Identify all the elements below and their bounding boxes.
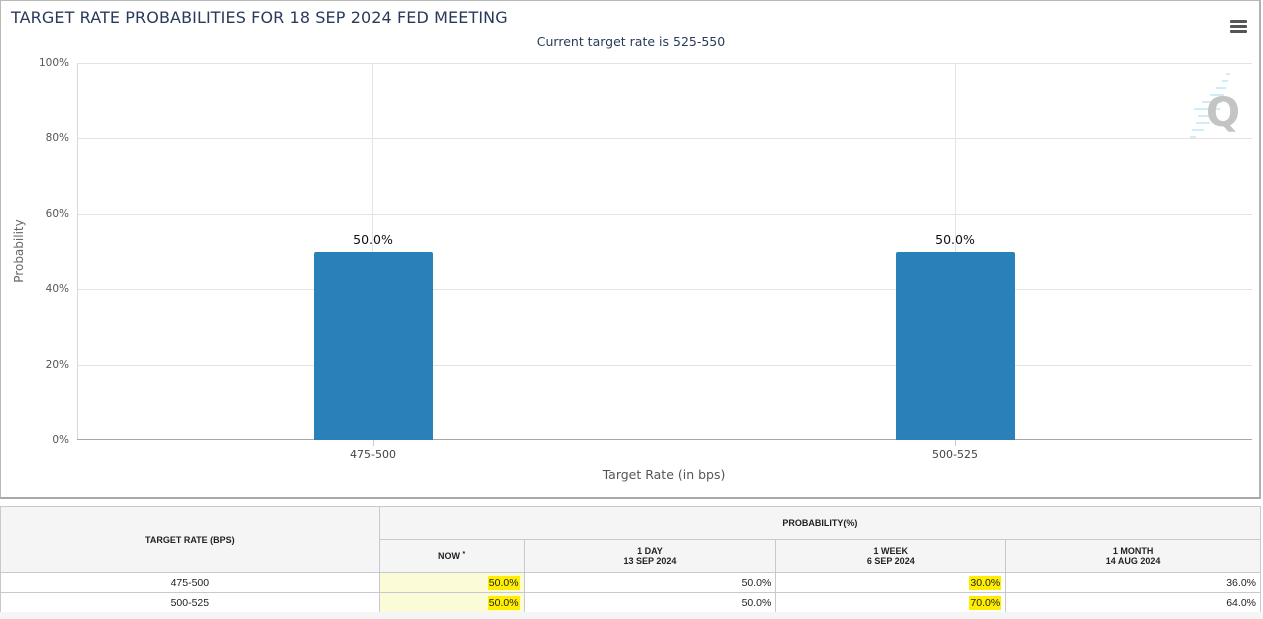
y-axis-line (77, 63, 78, 440)
now-cell: 50.0% (378, 572, 525, 593)
col-header-1-day: 1 DAY 13 SEP 2024 (523, 539, 777, 573)
day-cell: 50.0% (523, 592, 777, 613)
table-row: 500-525 50.0% 50.0% 70.0% 64.0% (0, 592, 1261, 613)
bar-value-label: 50.0% (353, 232, 393, 247)
svg-text:Q: Q (1206, 90, 1240, 136)
table-footer (0, 612, 1263, 619)
gridline (77, 214, 1252, 215)
y-tick-20: 20% (45, 359, 69, 371)
rate-cell: 475-500 (0, 572, 380, 593)
col-header-1-week: 1 WEEK 6 SEP 2024 (775, 539, 1007, 573)
x-axis-label: Target Rate (in bps) (602, 467, 726, 482)
bar-500-525[interactable] (896, 252, 1015, 440)
month-cell: 64.0% (1005, 592, 1261, 613)
plot-area: 50.0% 50.0% (77, 63, 1252, 440)
col-header-now: NOW * (378, 539, 525, 573)
now-cell: 50.0% (378, 592, 525, 613)
gridline (77, 365, 1252, 366)
month-cell: 36.0% (1005, 572, 1261, 593)
y-tick-80: 80% (45, 132, 69, 144)
x-tick-500-525: 500-525 (932, 448, 978, 461)
vertical-gridline (955, 63, 956, 440)
x-tick-475-500: 475-500 (350, 448, 396, 461)
bar-value-label: 50.0% (935, 232, 975, 247)
chart-container: TARGET RATE PROBABILITIES FOR 18 SEP 202… (0, 0, 1261, 499)
chart-subtitle: Current target rate is 525-550 (536, 34, 726, 49)
y-tick-40: 40% (45, 283, 69, 295)
quikstrike-logo-icon: Q (1190, 73, 1240, 138)
week-cell: 70.0% (775, 592, 1007, 613)
probability-table: TARGET RATE (BPS) PROBABILITY(%) NOW * 1… (0, 506, 1262, 613)
table-row: 475-500 50.0% 50.0% 30.0% 36.0% (0, 572, 1261, 593)
gridline (77, 289, 1252, 290)
col-header-1-month: 1 MONTH 14 AUG 2024 (1005, 539, 1261, 573)
target-rate-header: TARGET RATE (BPS) (0, 506, 380, 573)
bar-475-500[interactable] (314, 252, 433, 440)
x-axis-line (77, 439, 1252, 440)
y-tick-60: 60% (45, 208, 69, 220)
day-cell: 50.0% (523, 572, 777, 593)
chart-title: TARGET RATE PROBABILITIES FOR 18 SEP 202… (11, 8, 508, 27)
week-cell: 30.0% (775, 572, 1007, 593)
y-tick-100: 100% (38, 57, 69, 69)
vertical-gridline (372, 63, 373, 440)
x-tick-mark (955, 440, 956, 446)
y-axis-label: Probability (12, 219, 26, 283)
gridline (77, 63, 1252, 64)
gridline (77, 138, 1252, 139)
probability-header: PROBABILITY(%) (378, 506, 1262, 540)
rate-cell: 500-525 (0, 592, 380, 613)
y-tick-0: 0% (52, 434, 69, 446)
x-tick-mark (373, 440, 374, 446)
hamburger-menu-icon[interactable] (1230, 20, 1247, 34)
